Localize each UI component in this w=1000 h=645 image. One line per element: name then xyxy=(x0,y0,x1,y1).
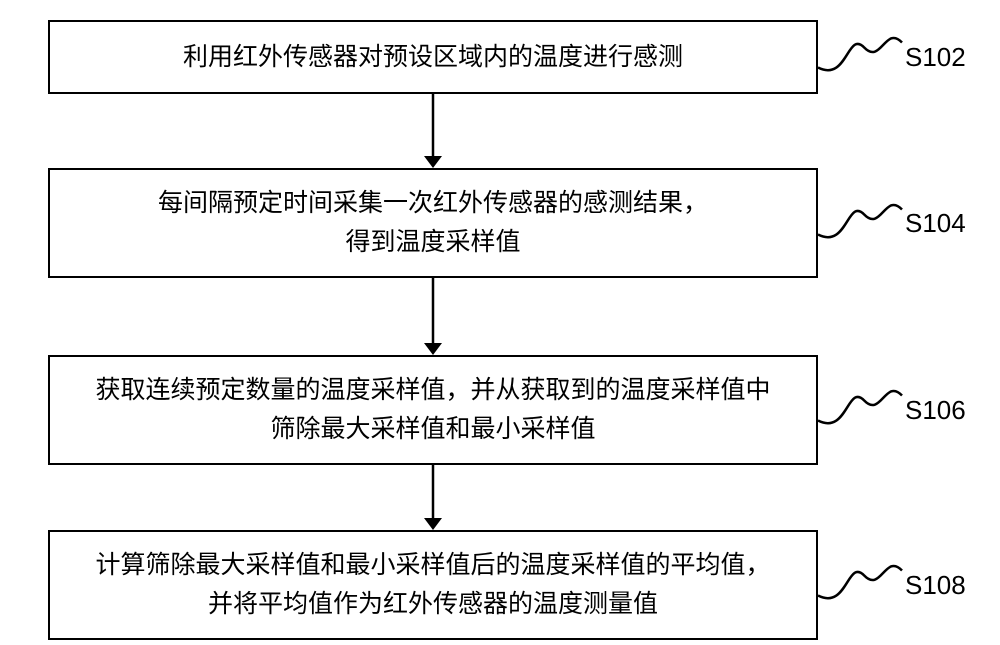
step-text: 计算筛除最大采样值和最小采样值后的温度采样值的平均值， 并将平均值作为红外传感器… xyxy=(95,546,770,624)
step-label-s102: S102 xyxy=(905,42,966,73)
flow-arrow xyxy=(421,94,445,168)
step-text: 获取连续预定数量的温度采样值，并从获取到的温度采样值中 筛除最大采样值和最小采样… xyxy=(95,371,770,449)
step-label-s104: S104 xyxy=(905,208,966,239)
brace-connector xyxy=(818,30,902,80)
flowchart-step-s102: 利用红外传感器对预设区域内的温度进行感测 xyxy=(48,20,818,94)
brace-connector xyxy=(818,558,902,608)
flow-arrow xyxy=(421,465,445,530)
step-text: 每间隔预定时间采集一次红外传感器的感测结果， 得到温度采样值 xyxy=(158,184,708,262)
step-text: 利用红外传感器对预设区域内的温度进行感测 xyxy=(183,38,683,77)
step-label-s106: S106 xyxy=(905,395,966,426)
step-label-s108: S108 xyxy=(905,570,966,601)
flowchart-step-s108: 计算筛除最大采样值和最小采样值后的温度采样值的平均值， 并将平均值作为红外传感器… xyxy=(48,530,818,640)
flowchart-step-s104: 每间隔预定时间采集一次红外传感器的感测结果， 得到温度采样值 xyxy=(48,168,818,278)
flowchart-step-s106: 获取连续预定数量的温度采样值，并从获取到的温度采样值中 筛除最大采样值和最小采样… xyxy=(48,355,818,465)
brace-connector xyxy=(818,383,902,433)
brace-connector xyxy=(818,197,902,247)
flow-arrow xyxy=(421,278,445,355)
